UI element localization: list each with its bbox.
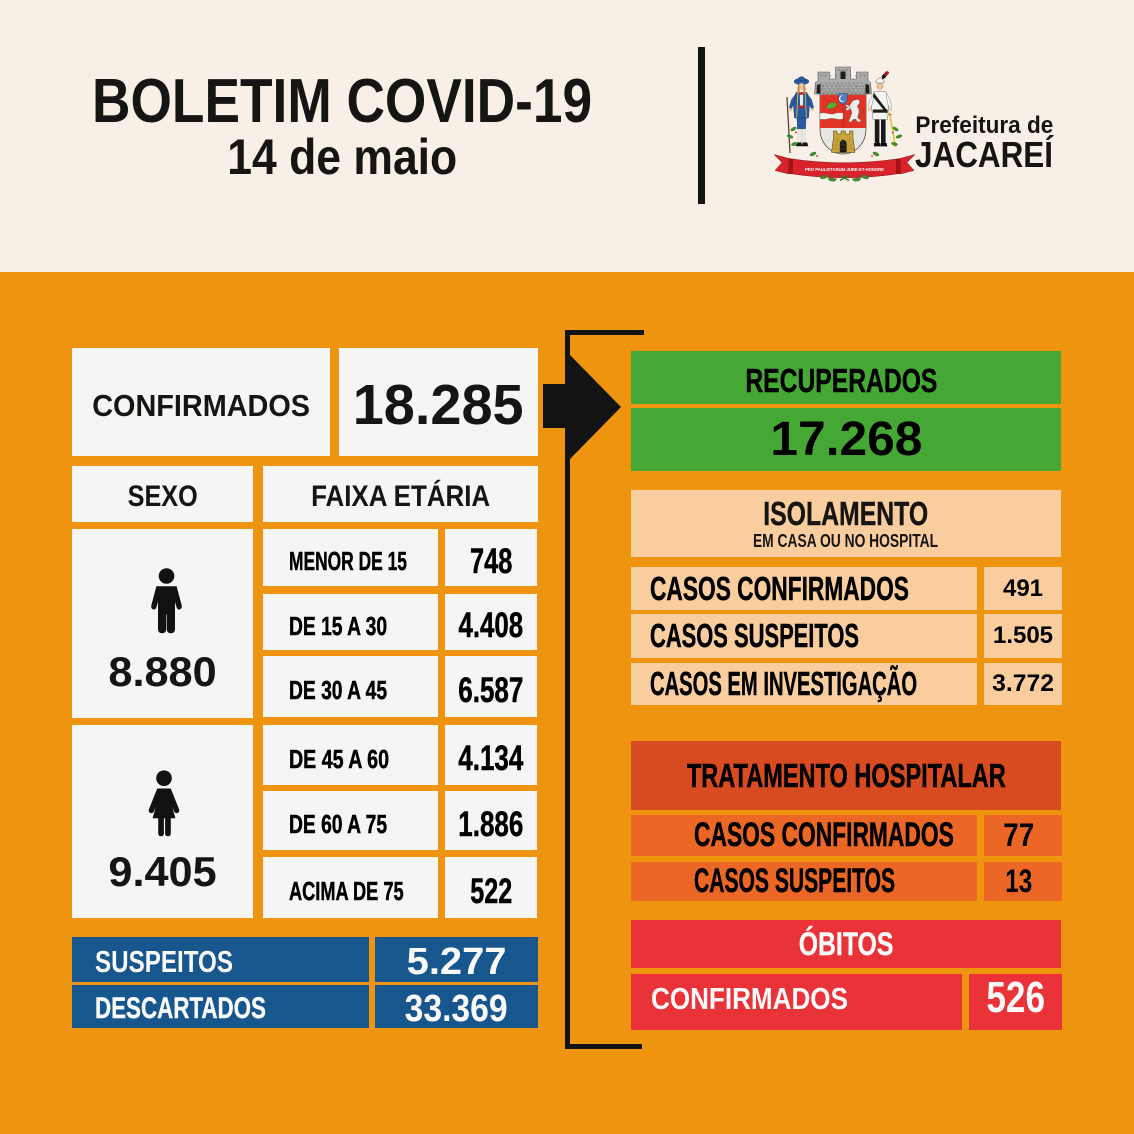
svg-text:PRO PAULISTARUM-JURE-ET-HONORE: PRO PAULISTARUM-JURE-ET-HONORE <box>805 167 884 172</box>
